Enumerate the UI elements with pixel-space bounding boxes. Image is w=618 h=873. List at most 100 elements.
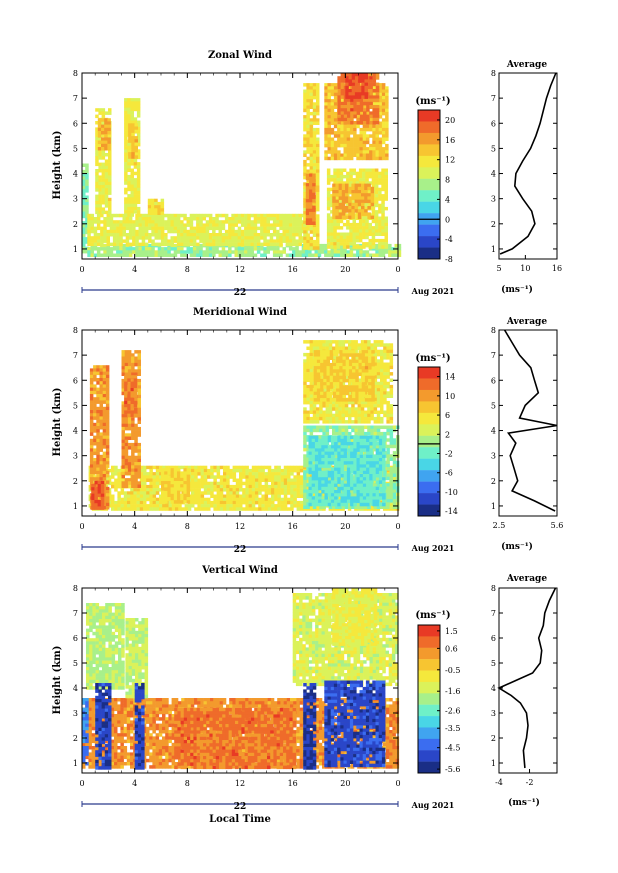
heatmap-cell [316, 137, 320, 141]
heatmap-cell [364, 193, 368, 197]
heatmap-cell [244, 239, 248, 243]
heatmap-cell [359, 140, 363, 145]
heatmap-cell [173, 493, 178, 498]
heatmap-cell [144, 220, 149, 224]
heatmap-cell [89, 371, 94, 376]
heatmap-cell [218, 213, 222, 218]
heatmap-cell [349, 222, 353, 227]
heatmap-cell [124, 136, 128, 140]
heatmap-cell [106, 236, 110, 240]
heatmap-cell [274, 465, 278, 470]
heatmap-cell [251, 468, 256, 473]
heatmap-cell [277, 475, 281, 479]
heatmap-cell [279, 220, 283, 224]
heatmap-cell [203, 500, 208, 505]
heatmap-cell [208, 239, 213, 243]
heatmap-cell [152, 488, 157, 492]
heatmap-cell [157, 201, 161, 206]
heatmap-cell [266, 213, 270, 218]
heatmap-cell [87, 250, 91, 254]
heatmap-cell [363, 507, 368, 511]
heatmap-cell [197, 465, 201, 470]
heatmap-cell [93, 220, 98, 224]
heatmap-cell [127, 178, 131, 182]
heatmap-cell [378, 124, 383, 129]
heatmap-cell [102, 432, 107, 436]
heatmap-cell [242, 491, 246, 495]
heatmap-cell [306, 236, 310, 241]
heatmap-cell [279, 239, 283, 243]
heatmap-cell [361, 92, 365, 96]
heatmap-cell [130, 181, 134, 185]
heatmap-cell [378, 229, 382, 233]
heatmap-cell [93, 365, 97, 369]
heatmap-cell [375, 85, 380, 90]
heatmap-cell [240, 236, 245, 240]
heatmap-cell [202, 223, 206, 227]
heatmap-cell [149, 491, 153, 495]
heatmap-cell [205, 229, 210, 234]
heatmap-cell [105, 442, 110, 446]
heatmap-cell [374, 181, 379, 185]
heatmap-cell [131, 152, 135, 156]
heatmap-cell [352, 235, 356, 240]
heatmap-cell [98, 165, 102, 170]
heatmap-cell [124, 362, 129, 367]
heatmap-cell [351, 85, 356, 90]
heatmap-cell [349, 238, 353, 243]
heatmap-cell [371, 210, 376, 214]
heatmap-cell [226, 504, 230, 508]
heatmap-cell [384, 247, 389, 251]
heatmap-cell [261, 497, 265, 502]
heatmap-cell [133, 375, 138, 379]
heatmap-cell [345, 215, 349, 220]
heatmap-cell [256, 220, 261, 224]
heatmap-cell [183, 233, 187, 237]
heatmap-cell [306, 137, 310, 141]
heatmap-cell [309, 147, 314, 151]
heatmap-cell [326, 174, 331, 179]
heatmap-cell [306, 243, 310, 247]
heatmap-cell [99, 403, 103, 408]
heatmap-cell [349, 242, 353, 246]
heatmap-cell [338, 183, 343, 188]
heatmap-cell [109, 223, 114, 227]
heatmap-cell [324, 253, 328, 257]
x-tick-label: 8 [185, 265, 190, 274]
heatmap-cell [378, 86, 383, 90]
heatmap-cell [362, 134, 367, 138]
heatmap-cell [82, 240, 86, 244]
heatmap-cell [365, 242, 369, 246]
heatmap-cell [208, 253, 213, 257]
heatmap-cell [347, 121, 351, 125]
heatmap-cell [95, 127, 99, 131]
heatmap-cell [120, 497, 125, 502]
heatmap-cell [276, 242, 280, 247]
heatmap-cell [242, 475, 246, 479]
heatmap-cell [285, 229, 290, 234]
heatmap-cell [324, 105, 328, 109]
heatmap-cell [106, 229, 110, 234]
heatmap-cell [215, 220, 219, 224]
heatmap-cell [260, 236, 264, 240]
heatmap-cell [99, 464, 103, 468]
heatmap-cell [247, 217, 251, 221]
heatmap-cell [381, 178, 385, 182]
heatmap-cell [125, 233, 130, 237]
heatmap-cell [124, 114, 128, 118]
heatmap-cell [348, 76, 352, 80]
heatmap-cell [186, 484, 191, 488]
heatmap-cell [154, 205, 158, 209]
heatmap-cell [296, 491, 301, 495]
heatmap-cell [234, 220, 238, 224]
heatmap-cell [362, 174, 366, 179]
heatmap-cell [96, 394, 100, 398]
heatmap-cell [154, 201, 158, 206]
heatmap-cell [350, 114, 354, 119]
heatmap-cell [208, 233, 213, 237]
heatmap-cell [368, 203, 372, 208]
heatmap-cell [309, 134, 314, 138]
heatmap-cell [167, 213, 171, 218]
heatmap-cell [96, 387, 100, 392]
heatmap-cell [165, 507, 169, 511]
